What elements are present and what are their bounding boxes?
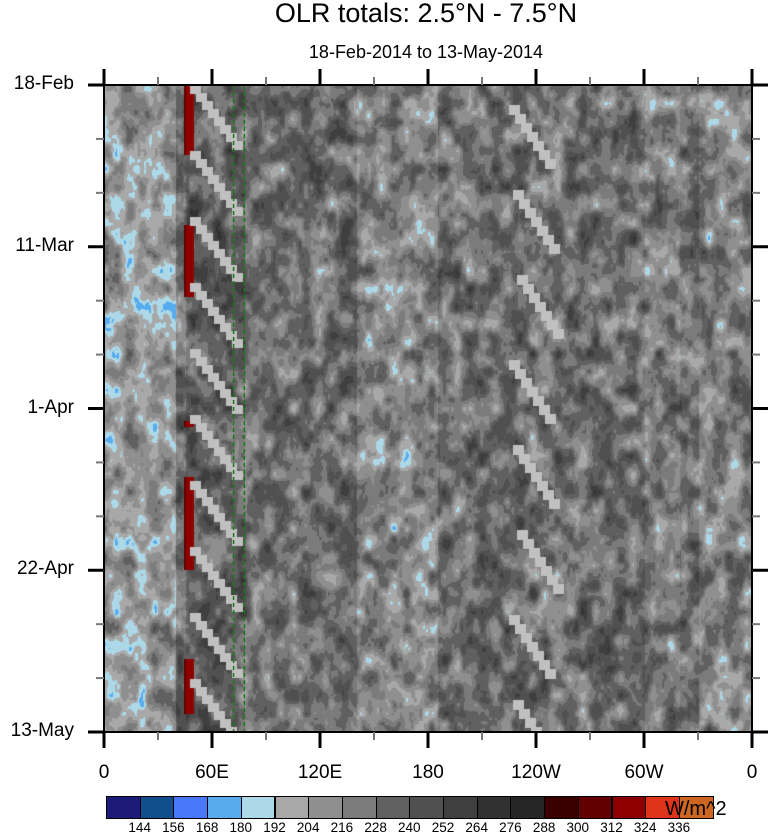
y-tick-label: 22-Apr xyxy=(16,558,74,580)
colorbar-swatch xyxy=(476,796,512,819)
colorbar-swatch xyxy=(106,796,141,819)
chart-title: OLR totals: 2.5°N - 7.5°N xyxy=(274,0,578,28)
colorbar-swatch xyxy=(510,796,546,819)
colorbar-label: 276 xyxy=(499,820,522,834)
colorbar-label: 300 xyxy=(566,820,590,834)
y-tick-label: 1-Apr xyxy=(27,396,74,418)
colorbar-label: 180 xyxy=(229,820,253,834)
y-tick-label: 18-Feb xyxy=(13,73,74,94)
x-tick-label: 60W xyxy=(624,762,664,783)
colorbar-swatch xyxy=(240,796,276,819)
x-tick-label: 60E xyxy=(195,762,229,783)
olr-field xyxy=(104,85,752,732)
colorbar-swatch xyxy=(139,796,175,819)
colorbar-label: 204 xyxy=(296,820,320,834)
x-tick-label: 180 xyxy=(412,762,444,783)
x-tick-label: 0 xyxy=(98,762,110,783)
colorbar-swatch xyxy=(341,796,377,819)
colorbar-swatch xyxy=(375,796,411,819)
plot-frame xyxy=(103,84,753,733)
colorbar-label: 240 xyxy=(398,820,421,834)
x-tick-label: 120W xyxy=(511,762,561,783)
colorbar-label: 312 xyxy=(600,820,623,834)
colorbar-swatch xyxy=(678,796,714,819)
colorbar-swatch xyxy=(577,796,613,819)
colorbar-swatch xyxy=(611,796,647,819)
x-tick-label: 120E xyxy=(297,762,343,783)
y-tick-label: 11-Mar xyxy=(15,234,74,256)
colorbar-swatch xyxy=(274,796,310,819)
colorbar-units: W/m^2 xyxy=(665,798,727,820)
colorbar-label: 156 xyxy=(162,820,185,834)
chart-subtitle: 18-Feb-2014 to 13-May-2014 xyxy=(308,42,544,62)
colorbar-label: 288 xyxy=(532,820,556,834)
colorbar-swatch xyxy=(409,796,444,819)
colorbar-swatch xyxy=(443,796,478,819)
colorbar-label: 264 xyxy=(465,820,488,834)
colorbar-label: 336 xyxy=(667,820,691,834)
colorbar-label: 252 xyxy=(431,820,455,834)
colorbar-label: 192 xyxy=(263,820,286,834)
colorbar-label: 144 xyxy=(128,820,151,834)
plot-area xyxy=(104,85,752,732)
y-tick-label: 13-May xyxy=(10,720,74,741)
colorbar-label: 324 xyxy=(633,820,657,834)
colorbar-swatch xyxy=(173,796,209,819)
colorbar-label: 216 xyxy=(330,820,354,834)
colorbar-swatch xyxy=(207,796,242,819)
x-tick-label: 0 xyxy=(746,762,758,783)
colorbar-label: 168 xyxy=(195,820,219,834)
colorbar-swatch xyxy=(308,796,343,819)
colorbar-swatch xyxy=(544,796,579,819)
colorbar-label: 228 xyxy=(364,820,387,834)
